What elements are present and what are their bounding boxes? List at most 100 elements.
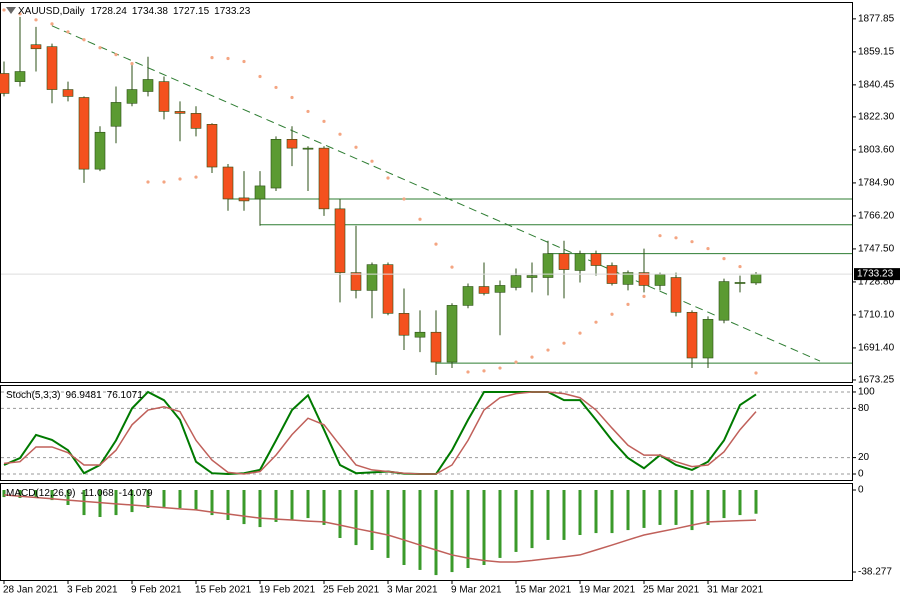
sar-dot [274,85,278,90]
candle-body [46,46,58,90]
candle-body [94,131,106,170]
candle-body [510,275,522,288]
sar-dot [674,236,678,240]
x-tick-label: 15 Mar 2021 [515,585,572,596]
x-tick-label: 9 Mar 2021 [451,585,502,596]
sar-dot [18,12,22,16]
y-tick-label: 80 [858,403,870,414]
y-tick-label: 1710.10 [858,310,895,321]
x-tick-label: 3 Mar 2021 [387,585,438,596]
macd-bar [386,490,390,558]
macd-bar [130,490,134,513]
y-tick-label: 1728.80 [858,277,895,288]
candle-body [254,185,266,200]
sar-dot [290,95,294,100]
header-low: 1727.15 [173,6,210,17]
candle-body [430,331,442,363]
candle-body [206,124,218,168]
main-panel [0,2,853,383]
stoch-main-value: 96.9481 [65,390,102,401]
candle-body [78,97,90,170]
macd-bar [642,490,646,528]
y-tick-label: -38.277 [858,567,892,578]
candle-body [334,208,346,273]
macd-bar [754,490,758,514]
macd-bar [498,490,502,558]
candle-body [494,285,506,293]
chart-title: XAUUSD,Daily [18,6,85,17]
x-tick-label: 3 Feb 2021 [67,585,118,596]
sar-dot [690,240,694,244]
y-tick-label: 1784.90 [858,178,895,189]
candle-body [318,147,330,210]
macd-bar [546,490,550,540]
sar-dot [386,176,390,180]
macd-signal-line [3,494,757,563]
macd-bar [370,490,374,551]
sar-dot [610,312,614,316]
sar-dot [82,38,86,42]
macd-bar [242,490,246,525]
sar-dot [306,109,310,114]
sar-dot [338,132,342,136]
candle-body [750,273,762,284]
candle-body [190,113,202,129]
macd-bar [50,490,54,501]
candle-body [14,71,26,82]
candle-body [574,253,586,271]
header-close: 1733.23 [214,6,251,17]
sar-dot [402,197,406,201]
macd-bar [418,490,422,570]
macd-bar [402,490,406,566]
sar-dot [210,55,214,60]
macd-bar [530,490,534,549]
macd-bar [210,490,214,516]
y-tick-label: 1673.25 [858,375,895,386]
sar-dot [434,242,438,246]
macd-signal-value: -14.079 [119,488,153,499]
macd-bar [66,490,70,506]
y-tick-label: 1840.45 [858,80,895,91]
candle-body [62,89,74,97]
macd-bar [706,490,710,525]
sar-dot [50,22,54,26]
sar-dot [322,119,326,123]
macd-bar [690,490,694,531]
sar-dot [498,366,502,370]
candle-body [158,81,170,112]
candle-body [110,102,122,127]
candle-body [462,286,474,306]
y-tick-label: 1803.60 [858,145,895,156]
candle-body [590,253,602,266]
macd-bar [98,490,102,518]
y-tick-label: 1747.50 [858,244,895,255]
macd-bar [514,490,518,552]
x-tick-label: 31 Mar 2021 [707,585,764,596]
macd-bar [578,490,582,536]
symbol-icon [6,7,16,14]
price-tag [854,268,900,281]
macd-bar [658,490,662,525]
header-open: 1728.24 [91,6,128,17]
macd-bar [274,490,278,522]
y-tick-label: 1691.40 [858,343,895,354]
sar-dot [626,302,630,306]
macd-bar [2,490,6,498]
candle-body [670,277,682,313]
y-tick-label: 100 [858,387,875,398]
candle-body [270,139,282,189]
sar-dot [194,175,198,179]
macd-bar [610,490,614,534]
candle-body [718,281,730,321]
sar-dot [546,348,550,352]
macd-panel [0,483,853,581]
sar-dot [706,246,710,251]
candle-body [734,282,746,284]
candle-body [414,331,426,338]
sar-dot [242,59,246,64]
candle-body [142,79,154,92]
macd-bar [354,490,358,546]
sar-dot [98,46,102,50]
candle-body [398,313,410,336]
